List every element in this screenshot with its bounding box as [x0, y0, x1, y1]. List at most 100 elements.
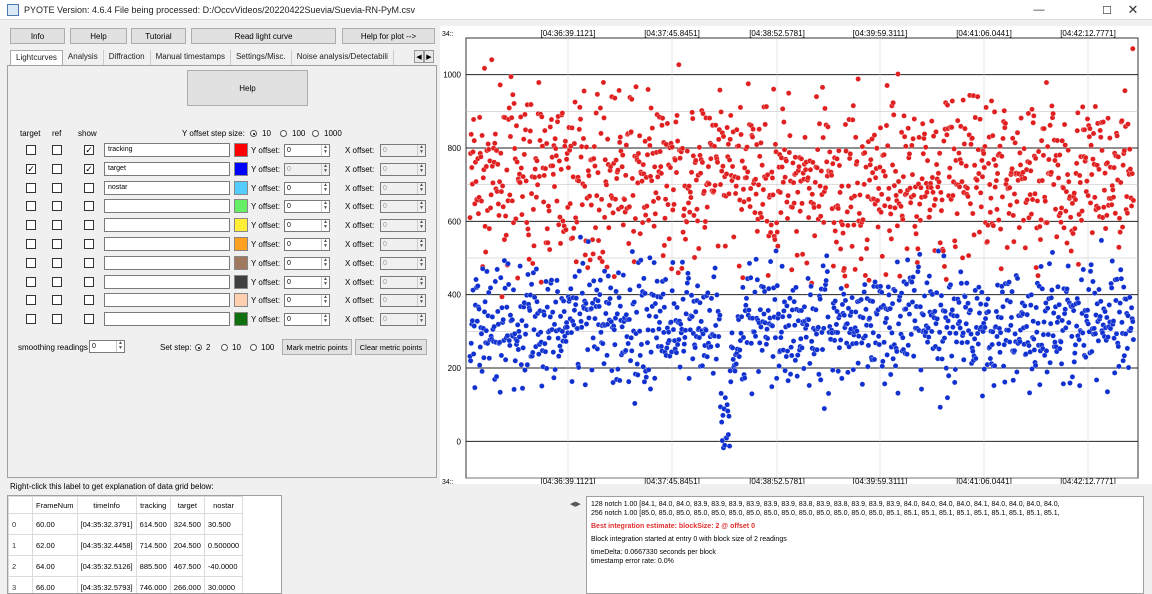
- table-row[interactable]: 2 64.00 [04:35:32.5126] 885.500 467.500 -40.0…: [8, 555, 244, 577]
- tab-manual-timestamps[interactable]: Manual timestamps: [150, 50, 231, 65]
- step-100-radio[interactable]: [280, 130, 287, 137]
- grid-cell[interactable]: 64.00: [32, 555, 78, 577]
- grid-cell[interactable]: 62.00: [32, 534, 78, 556]
- y-offset-input[interactable]: 0 ▲ ▼: [284, 238, 330, 251]
- color-swatch[interactable]: [234, 180, 248, 195]
- grid-cell[interactable]: 0.500000: [203, 534, 244, 556]
- x-offset-input[interactable]: 0 ▲ ▼: [380, 219, 426, 233]
- ref-checkbox[interactable]: [52, 257, 62, 268]
- target-checkbox[interactable]: [26, 239, 36, 249]
- tab-right-icon[interactable]: ▶: [424, 50, 434, 63]
- grid-cell[interactable]: 746.000: [135, 576, 171, 593]
- show-checkbox[interactable]: [84, 220, 94, 231]
- target-checkbox[interactable]: [26, 201, 36, 212]
- ref-checkbox[interactable]: [52, 314, 62, 325]
- table-row[interactable]: 3 66.00 [04:35:32.5793] 746.000 266.000 30.00…: [8, 576, 244, 593]
- curve-name-field[interactable]: [104, 255, 230, 270]
- grid-header[interactable]: [8, 496, 33, 514]
- ref-checkbox[interactable]: [52, 163, 62, 174]
- output-log[interactable]: 128 notch 1.00 [84.1, 84.0, 84.0, 83.9, …: [586, 496, 1144, 594]
- tab-diffraction[interactable]: Diffraction: [103, 50, 151, 65]
- ref-checkbox[interactable]: [52, 295, 62, 306]
- grid-cell[interactable]: 2: [8, 555, 33, 577]
- y-offset-input[interactable]: 0 ▲ ▼: [284, 181, 330, 195]
- y-offset-input[interactable]: 0 ▲ ▼: [284, 200, 330, 214]
- close-icon[interactable]: ✕: [1127, 2, 1139, 17]
- curve-name-field[interactable]: nostar: [104, 180, 230, 195]
- grid-header[interactable]: FrameNum: [32, 496, 78, 514]
- target-checkbox[interactable]: ✓: [26, 163, 36, 174]
- ref-checkbox[interactable]: [52, 201, 62, 212]
- target-checkbox[interactable]: [26, 182, 36, 193]
- grid-cell[interactable]: [04:35:32.4458]: [76, 534, 137, 556]
- show-checkbox[interactable]: [84, 239, 94, 249]
- x-offset-input[interactable]: 0 ▲ ▼: [380, 313, 426, 327]
- step-10-radio[interactable]: [250, 130, 257, 137]
- data-grid-label[interactable]: Right-click this label to get explanatio…: [10, 482, 214, 491]
- color-swatch[interactable]: [234, 199, 248, 214]
- y-offset-input[interactable]: 0 ▲ ▼: [284, 219, 330, 233]
- set-step-2-radio[interactable]: [195, 344, 202, 351]
- show-checkbox[interactable]: [84, 257, 94, 268]
- tab-lightcurves[interactable]: Lightcurves: [10, 50, 63, 65]
- ref-checkbox[interactable]: [52, 145, 62, 155]
- color-swatch[interactable]: [234, 161, 248, 176]
- y-offset-input[interactable]: 0 ▲ ▼: [284, 162, 330, 176]
- curve-name-field[interactable]: [104, 274, 230, 289]
- grid-cell[interactable]: 204.500: [169, 534, 205, 556]
- info-button[interactable]: Info: [10, 28, 65, 44]
- curve-name-field[interactable]: [104, 218, 230, 233]
- show-checkbox[interactable]: [84, 182, 94, 193]
- set-step-100-radio[interactable]: [250, 344, 257, 351]
- help-button[interactable]: Help: [70, 28, 127, 44]
- ref-checkbox[interactable]: [52, 182, 62, 193]
- minimize-icon[interactable]: —: [1033, 4, 1045, 16]
- show-checkbox[interactable]: ✓: [84, 163, 94, 174]
- curve-name-field[interactable]: [104, 237, 230, 251]
- lightcurve-plot[interactable]: 0 200 400 600 800 1000 [04:36:39.1121] [04:36:3…: [440, 26, 1152, 486]
- y-offset-input[interactable]: 0 ▲ ▼: [284, 313, 330, 327]
- ref-checkbox[interactable]: [52, 276, 62, 287]
- target-checkbox[interactable]: [26, 257, 36, 268]
- grid-cell[interactable]: [04:35:32.5126]: [76, 555, 137, 577]
- grid-cell[interactable]: 1: [8, 534, 33, 556]
- read-light-curve-button[interactable]: Read light curve: [191, 28, 336, 44]
- grid-header[interactable]: target: [169, 496, 205, 514]
- clear-metric-points-button[interactable]: Clear metric points: [355, 339, 427, 355]
- splitter-handle[interactable]: ◀▶: [570, 501, 581, 508]
- target-checkbox[interactable]: [26, 314, 36, 325]
- panel-help-button[interactable]: Help: [187, 70, 308, 106]
- smoothing-input[interactable]: 0 ▲ ▼: [89, 340, 125, 353]
- grid-cell[interactable]: 60.00: [32, 513, 78, 535]
- color-swatch[interactable]: [234, 255, 248, 270]
- curve-name-field[interactable]: [104, 199, 230, 214]
- color-swatch[interactable]: [234, 237, 248, 251]
- x-offset-input[interactable]: 0 ▲ ▼: [380, 181, 426, 195]
- color-swatch[interactable]: [234, 274, 248, 289]
- target-checkbox[interactable]: [26, 276, 36, 287]
- tab-noise-analysis-detectabili[interactable]: Noise analysis/Detectabili: [291, 50, 394, 65]
- target-checkbox[interactable]: [26, 220, 36, 231]
- y-offset-input[interactable]: 0 ▲ ▼: [284, 256, 330, 270]
- table-row[interactable]: 1 62.00 [04:35:32.4458] 714.500 204.500 0.500…: [8, 534, 244, 556]
- grid-header[interactable]: tracking: [135, 496, 171, 514]
- tab-left-icon[interactable]: ◀: [414, 50, 424, 63]
- show-checkbox[interactable]: [84, 201, 94, 212]
- step-1000-radio[interactable]: [312, 130, 319, 137]
- maximize-icon[interactable]: ☐: [1102, 4, 1112, 17]
- grid-cell[interactable]: 0: [8, 513, 33, 535]
- grid-cell[interactable]: 614.500: [135, 513, 171, 535]
- grid-cell[interactable]: 3: [8, 576, 33, 593]
- color-swatch[interactable]: [234, 143, 248, 157]
- curve-name-field[interactable]: target: [104, 161, 230, 176]
- grid-header[interactable]: nostar: [203, 496, 244, 514]
- curve-name-field[interactable]: tracking: [104, 143, 230, 157]
- mark-metric-points-button[interactable]: Mark metric points: [282, 339, 352, 355]
- help-for-plot-button[interactable]: Help for plot -->: [342, 28, 435, 44]
- curve-name-field[interactable]: [104, 293, 230, 308]
- grid-cell[interactable]: 30.0000: [203, 576, 244, 593]
- target-checkbox[interactable]: [26, 145, 36, 155]
- show-checkbox[interactable]: [84, 314, 94, 325]
- x-offset-input[interactable]: 0 ▲ ▼: [380, 162, 426, 176]
- grid-cell[interactable]: 885.500: [135, 555, 171, 577]
